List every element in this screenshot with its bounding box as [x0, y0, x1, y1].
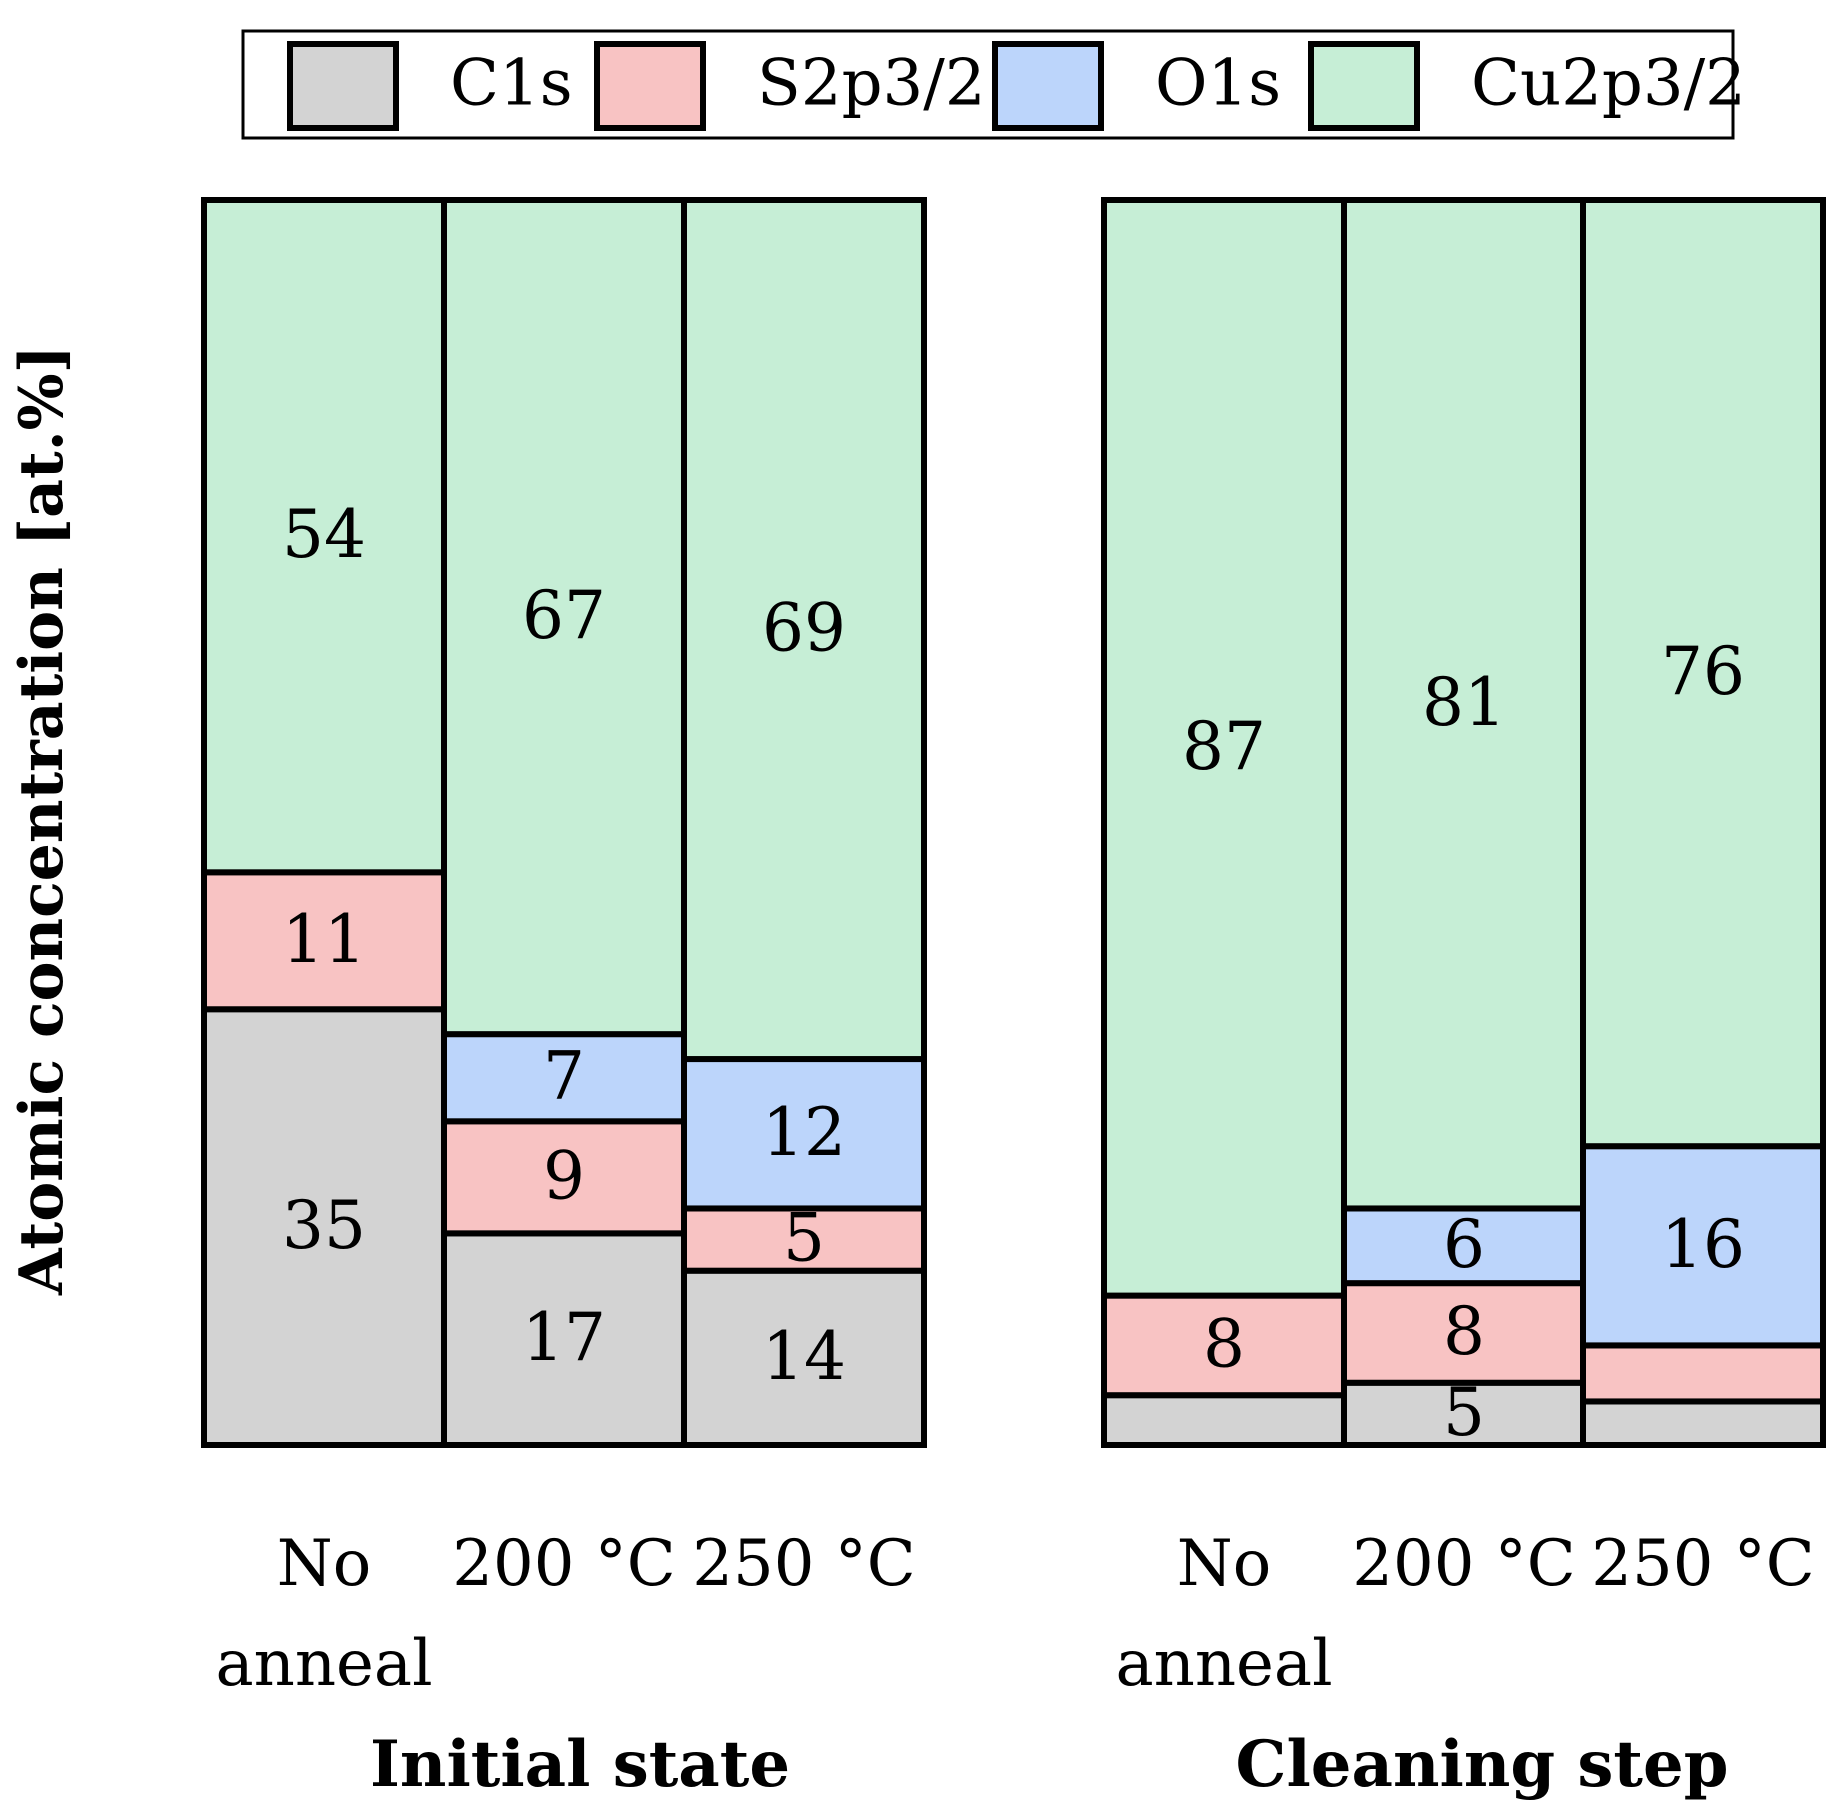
legend-label-cu2p3-2: Cu2p3/2	[1471, 47, 1746, 121]
legend-swatch-s2p3-2	[594, 41, 706, 131]
bar-segment-initial-state-3-o1s	[681, 1056, 927, 1212]
data-label: 54	[282, 496, 366, 573]
legend-frame	[241, 29, 1735, 140]
x-tick-label: 250 °C	[692, 1527, 915, 1601]
legend: C1s S2p3/2 O1s Cu2p3/2	[241, 29, 1746, 140]
bar-segment-initial-state-3-cu2p3-2	[681, 197, 927, 1063]
bar-segment-cleaning-step-3-o1s	[1580, 1143, 1826, 1349]
legend-label-c1s: C1s	[450, 47, 573, 121]
bar-segment-initial-state-2-c1s	[441, 1230, 687, 1448]
x-tick-label: 200 °C	[1352, 1527, 1575, 1601]
group-label-initial-state: Initial state	[370, 1727, 790, 1802]
data-label: 76	[1661, 633, 1745, 710]
data-label: 11	[282, 901, 366, 978]
data-label: 6	[1443, 1206, 1485, 1283]
bar-segment-cleaning-step-2-o1s	[1341, 1205, 1587, 1287]
data-label: 8	[1203, 1305, 1245, 1382]
x-tick-label: 250 °C	[1591, 1527, 1814, 1601]
x-tick-label-line2: anneal	[1115, 1627, 1332, 1701]
bar-segment-cleaning-step-3-c1s	[1580, 1398, 1826, 1449]
y-axis-label: Atomic concentration [at.%]	[7, 345, 77, 1296]
x-tick-label: No	[1177, 1527, 1272, 1601]
bar-segment-cleaning-step-2-cu2p3-2	[1341, 197, 1587, 1212]
data-label: 35	[282, 1187, 366, 1264]
bar-segment-initial-state-2-cu2p3-2	[441, 197, 687, 1038]
data-label: 14	[762, 1318, 846, 1395]
legend-label-s2p3-2: S2p3/2	[757, 47, 986, 121]
data-label: 87	[1182, 708, 1266, 785]
data-label: 12	[762, 1094, 846, 1171]
plot-area	[201, 197, 1826, 1449]
x-tick-label: 200 °C	[452, 1527, 675, 1601]
bar-segment-initial-state-1-c1s	[201, 1006, 447, 1448]
bar-segment-initial-state-3-c1s	[681, 1267, 927, 1448]
data-label: 69	[762, 590, 846, 667]
bar-segment-cleaning-step-1-s2p3-2	[1101, 1292, 1347, 1399]
data-label: 16	[1661, 1206, 1745, 1283]
data-label: 17	[522, 1299, 606, 1376]
data-label: 9	[543, 1137, 585, 1214]
data-label: 5	[783, 1200, 825, 1277]
legend-label-o1s: O1s	[1155, 47, 1281, 121]
legend-swatch-cu2p3-2	[1308, 41, 1420, 131]
bar-segment-cleaning-step-3-s2p3-2	[1580, 1342, 1826, 1405]
bar-segment-cleaning-step-1-cu2p3-2	[1101, 197, 1347, 1299]
x-tick-label-line2: anneal	[215, 1627, 432, 1701]
x-tick-label: No	[277, 1527, 372, 1601]
legend-swatch-c1s	[287, 41, 399, 131]
bar-segment-initial-state-2-s2p3-2	[441, 1118, 687, 1237]
bar-segment-cleaning-step-1-c1s	[1101, 1392, 1347, 1448]
bar-segment-cleaning-step-3-cu2p3-2	[1580, 197, 1826, 1150]
data-label: 8	[1443, 1293, 1485, 1370]
bar-segment-initial-state-2-o1s	[441, 1031, 687, 1125]
data-label: 7	[543, 1038, 585, 1115]
data-label: 81	[1422, 664, 1506, 741]
legend-swatch-o1s	[992, 41, 1104, 131]
group-label-cleaning-step: Cleaning step	[1236, 1727, 1729, 1802]
data-label: 67	[522, 577, 606, 654]
data-label: 5	[1443, 1374, 1485, 1451]
